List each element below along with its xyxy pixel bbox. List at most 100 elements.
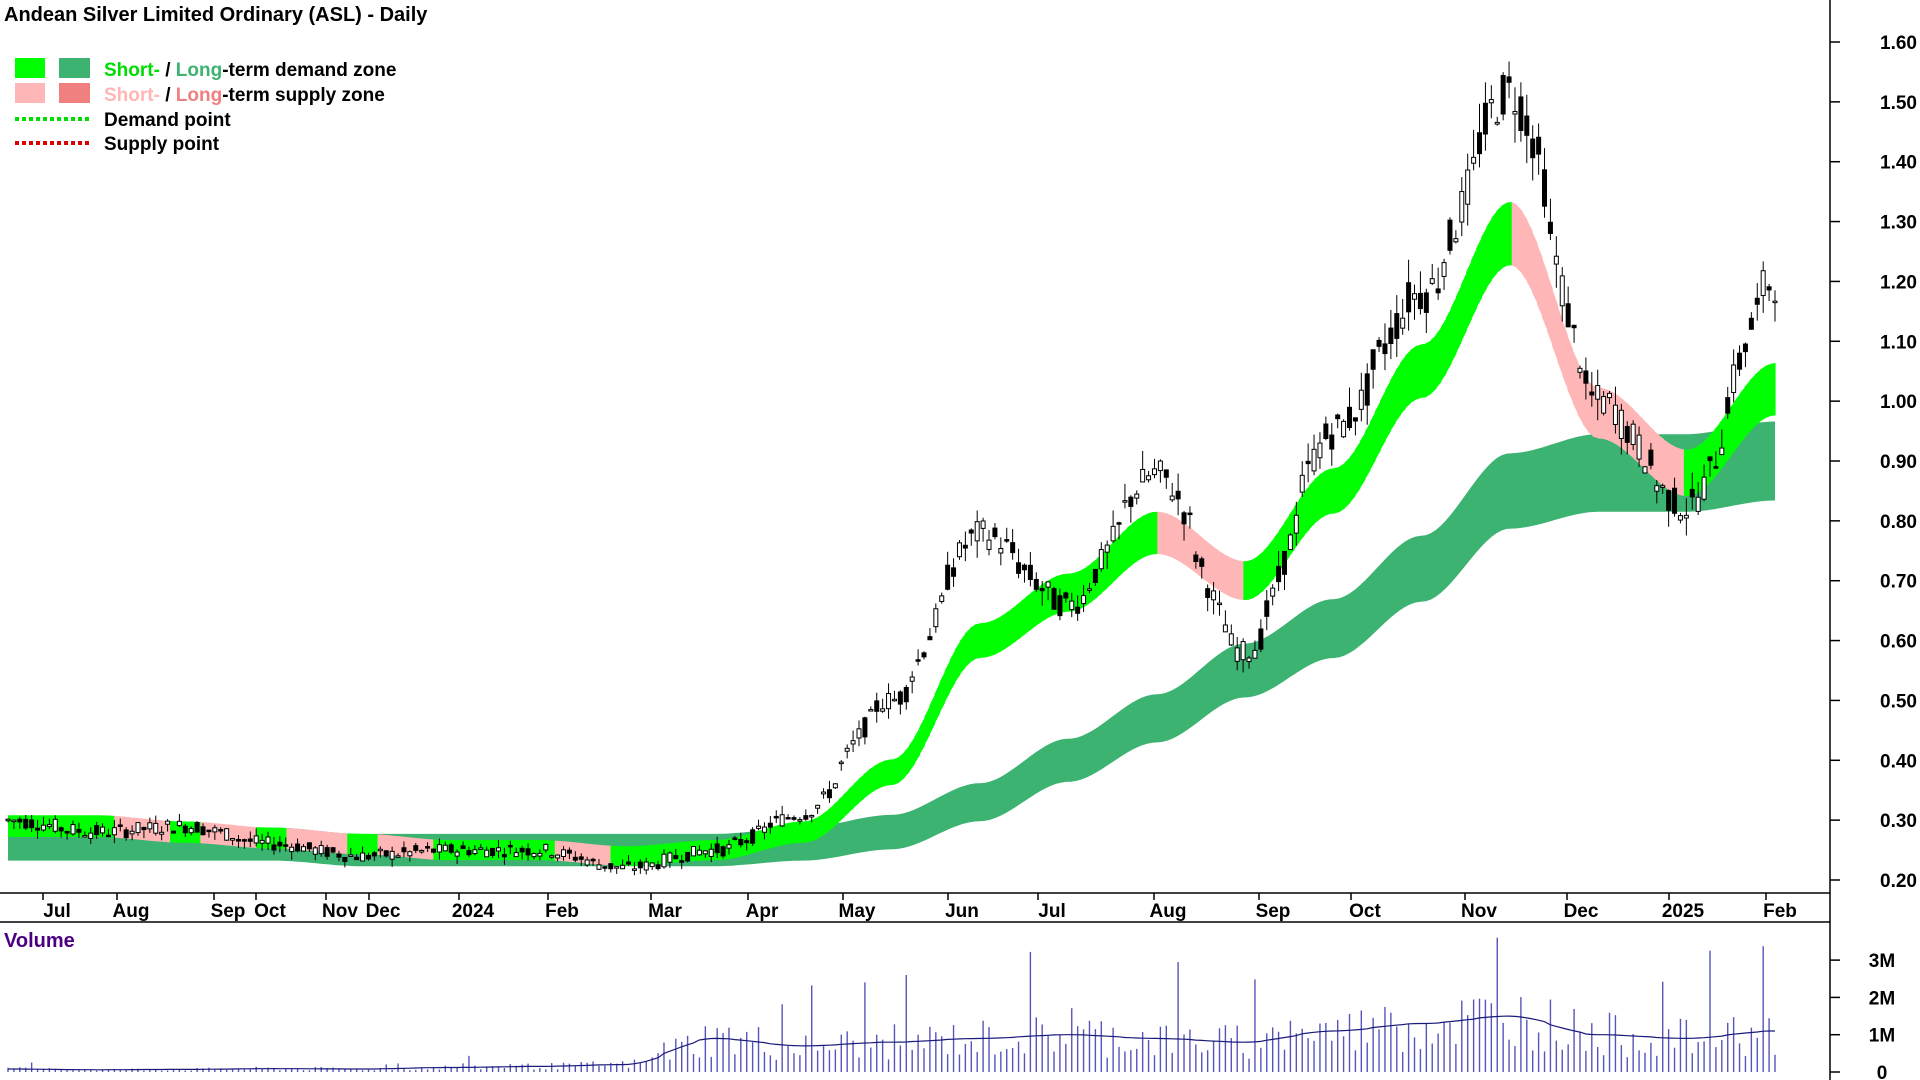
short-term-zone-segment bbox=[894, 756, 900, 785]
candle-body bbox=[572, 856, 578, 861]
candle-body bbox=[927, 636, 933, 641]
candle-body bbox=[1323, 423, 1329, 439]
short-term-zone-segment bbox=[1496, 205, 1503, 274]
short-term-zone-segment bbox=[1486, 218, 1493, 289]
short-term-zone-segment bbox=[33, 815, 39, 837]
candle-body bbox=[1317, 442, 1323, 459]
candle-body bbox=[1146, 475, 1152, 481]
x-tick-label: May bbox=[839, 901, 876, 922]
candle-body bbox=[956, 542, 962, 558]
legend-demand-point-label: Demand point bbox=[104, 110, 231, 131]
candle-body bbox=[1252, 649, 1258, 659]
candle-body bbox=[797, 819, 803, 822]
short-term-zone-segment bbox=[1334, 466, 1341, 514]
candle-body bbox=[354, 856, 360, 861]
candle-body bbox=[1246, 657, 1252, 663]
candle-body bbox=[980, 520, 986, 529]
candle-body bbox=[998, 547, 1004, 554]
candle-body bbox=[1057, 595, 1063, 617]
candle-body bbox=[1435, 288, 1441, 294]
candles-layer bbox=[5, 61, 1778, 876]
candle-body bbox=[850, 740, 856, 745]
candle-body bbox=[342, 856, 348, 862]
candle-body bbox=[206, 829, 212, 833]
short-term-zone-segment bbox=[1248, 558, 1255, 600]
short-term-zone-segment bbox=[1223, 553, 1229, 596]
short-term-zone-segment bbox=[1005, 609, 1012, 649]
short-term-zone-segment bbox=[732, 837, 738, 859]
candle-body bbox=[218, 829, 224, 832]
candle-body bbox=[543, 843, 549, 851]
volume-axis-ticks: 3M 2M 1M 0 bbox=[1830, 951, 1895, 1080]
short-term-zone-segment bbox=[1000, 613, 1007, 652]
short-term-zone-segment bbox=[397, 836, 404, 857]
short-term-zone-segment bbox=[1440, 318, 1447, 382]
candle-body bbox=[135, 822, 141, 834]
candle-body bbox=[1672, 487, 1678, 514]
candle-body bbox=[295, 843, 301, 852]
candle-body bbox=[1660, 485, 1666, 488]
short-term-zone-segment bbox=[858, 774, 865, 804]
candle-body bbox=[94, 825, 100, 836]
candle-body bbox=[791, 817, 797, 820]
candle-body bbox=[300, 846, 306, 852]
candle-body bbox=[655, 864, 661, 870]
short-term-zone-segment bbox=[848, 784, 855, 813]
candle-body bbox=[123, 829, 129, 839]
short-term-zone-segment bbox=[1076, 569, 1082, 611]
short-term-zone-segment bbox=[863, 769, 870, 799]
short-term-zone-segment bbox=[949, 649, 956, 693]
short-term-zone-segment bbox=[215, 823, 222, 845]
short-term-zone-segment bbox=[1587, 380, 1594, 437]
candle-body bbox=[685, 851, 691, 862]
short-term-zone-segment bbox=[1693, 445, 1700, 495]
candle-body bbox=[1151, 468, 1157, 476]
volume-layer bbox=[7, 937, 1776, 1072]
short-term-zone-segment bbox=[1319, 470, 1325, 520]
candle-body bbox=[40, 824, 46, 831]
candle-body bbox=[306, 842, 312, 850]
short-term-zone-segment bbox=[1491, 210, 1498, 281]
short-term-zone-segment bbox=[1045, 578, 1052, 620]
short-term-zone-segment bbox=[914, 727, 920, 765]
candle-body bbox=[241, 839, 247, 842]
short-term-zone-segment bbox=[802, 820, 809, 843]
candle-body bbox=[974, 521, 980, 542]
short-term-zone-segment bbox=[372, 834, 379, 855]
candle-body bbox=[1010, 542, 1016, 554]
candle-body bbox=[413, 845, 419, 851]
candle-body bbox=[856, 728, 862, 739]
short-term-zone-segment bbox=[1582, 372, 1589, 432]
short-term-zone-segment bbox=[1329, 468, 1336, 514]
candle-body bbox=[1559, 275, 1565, 307]
y-tick-label: 1.10 bbox=[1880, 332, 1917, 353]
y-tick-label: 0.50 bbox=[1880, 691, 1917, 712]
short-term-zone-segment bbox=[1557, 304, 1563, 376]
candle-body bbox=[23, 818, 29, 829]
short-term-zone-segment bbox=[797, 821, 804, 843]
candle-body bbox=[472, 849, 478, 855]
candle-body bbox=[507, 844, 513, 848]
short-term-zone-segment bbox=[990, 619, 996, 657]
candle-body bbox=[779, 814, 785, 827]
candle-body bbox=[1760, 270, 1766, 297]
candle-body bbox=[1689, 488, 1695, 498]
short-term-zone-segment bbox=[1364, 421, 1371, 480]
candle-body bbox=[1140, 468, 1146, 483]
short-term-zone-segment bbox=[620, 846, 627, 866]
candle-body bbox=[1175, 490, 1181, 500]
candle-body bbox=[1086, 588, 1092, 591]
candle-body bbox=[1636, 434, 1642, 460]
short-term-zone-segment bbox=[311, 830, 318, 852]
candle-body bbox=[1601, 396, 1607, 414]
short-term-zone-segment bbox=[873, 762, 880, 792]
short-term-zone-segment bbox=[792, 821, 799, 844]
short-term-zone-segment bbox=[595, 844, 601, 865]
short-term-zone-segment bbox=[843, 789, 850, 818]
short-term-zone-segment bbox=[1643, 419, 1650, 474]
short-term-zone-segment bbox=[43, 815, 50, 837]
candle-body bbox=[897, 691, 903, 705]
short-term-zone-segment bbox=[1668, 443, 1675, 493]
candle-body bbox=[52, 818, 58, 832]
candle-body bbox=[945, 564, 951, 590]
